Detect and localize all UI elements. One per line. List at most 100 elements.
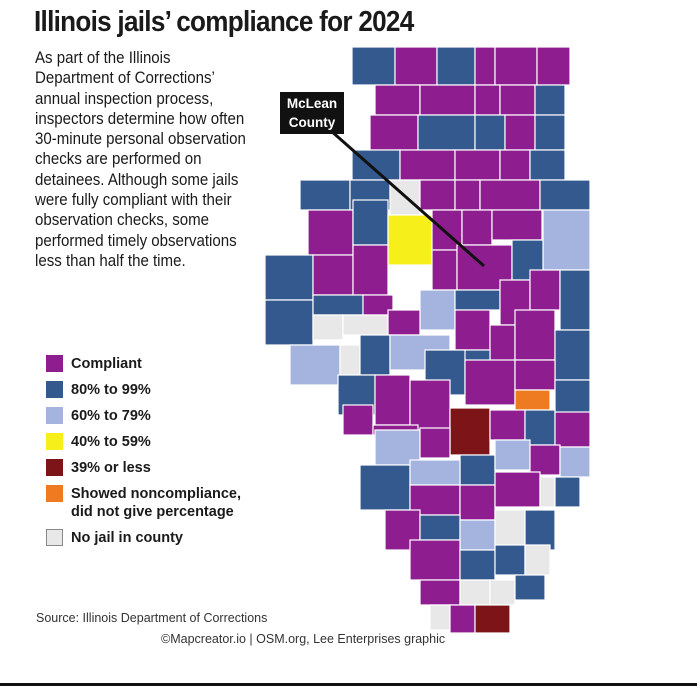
- legend-label: 40% to 59%: [71, 434, 151, 450]
- county-compliant: [374, 374, 411, 426]
- legend-item-no-jail: No jail in county: [46, 529, 256, 547]
- county-p80: [454, 289, 501, 311]
- county-compliant: [307, 209, 354, 256]
- county-p80: [436, 46, 476, 86]
- county-compliant: [374, 84, 421, 116]
- legend-swatch: [46, 407, 63, 424]
- county-p60: [289, 344, 341, 386]
- callout-line-2: County: [288, 115, 336, 130]
- county-compliant: [554, 411, 591, 448]
- county-compliant: [474, 84, 501, 116]
- county-p80: [359, 334, 391, 376]
- county-p80: [352, 199, 389, 246]
- county-p80: [534, 114, 566, 151]
- county-nojail: [339, 344, 361, 376]
- source-note: Source: Illinois Department of Correctio…: [36, 611, 268, 625]
- county-p80: [264, 299, 314, 346]
- county-compliant: [342, 404, 374, 436]
- county-compliant: [489, 409, 526, 441]
- county-p80: [359, 464, 411, 511]
- county-p80: [494, 544, 526, 576]
- legend-swatch: [46, 529, 63, 546]
- county-p80: [459, 549, 496, 581]
- county-p40: [387, 214, 433, 266]
- legend-label: 60% to 79%: [71, 408, 151, 424]
- county-p80: [264, 254, 314, 301]
- legend-label: Compliant: [71, 356, 142, 372]
- legend-swatch: [46, 355, 63, 372]
- county-compliant: [449, 604, 476, 634]
- county-nojail: [312, 314, 344, 341]
- county-p80: [299, 179, 351, 211]
- county-p80: [524, 509, 556, 551]
- callout-leader-line: [329, 128, 485, 268]
- county-compliant: [494, 46, 538, 86]
- intro-text: As part of the Illinois Department of Co…: [35, 49, 246, 270]
- county-p80: [419, 514, 461, 541]
- county-compliant: [454, 179, 481, 211]
- county-compliant: [489, 324, 516, 366]
- county-compliant: [491, 209, 543, 241]
- county-p39: [449, 407, 491, 456]
- county-p60: [494, 439, 531, 471]
- legend-swatch: [46, 459, 63, 476]
- county-nojail: [429, 604, 451, 631]
- county-compliant: [409, 379, 451, 431]
- county-compliant: [387, 309, 421, 336]
- county-compliant: [499, 149, 531, 181]
- county-p80: [534, 84, 566, 116]
- county-p80: [559, 269, 591, 331]
- county-p80: [554, 476, 581, 508]
- county-compliant: [504, 114, 536, 151]
- county-compliant: [461, 209, 493, 246]
- county-nojail: [342, 314, 389, 336]
- county-p80: [539, 179, 591, 211]
- county-compliant: [419, 84, 476, 116]
- county-compliant: [459, 484, 496, 521]
- county-nojail: [539, 476, 556, 508]
- county-compliant: [419, 179, 456, 211]
- county-p80: [554, 329, 591, 381]
- legend-item-60-79: 60% to 79%: [46, 407, 256, 425]
- legend-label: Showed noncompliance, did not give perce…: [71, 486, 241, 520]
- legend-label: 80% to 99%: [71, 382, 151, 398]
- legend-label: 39% or less: [71, 460, 151, 476]
- legend-swatch: [46, 381, 63, 398]
- county-compliant: [399, 149, 456, 181]
- county-compliant: [474, 46, 496, 86]
- county-compliant: [369, 114, 419, 151]
- bottom-rule: [0, 683, 697, 686]
- legend-item-80-99: 80% to 99%: [46, 381, 256, 399]
- county-nojail: [459, 579, 491, 606]
- county-nojail: [489, 579, 516, 606]
- county-compliant: [514, 359, 556, 391]
- county-compliant: [454, 149, 501, 181]
- legend-item-39-or-less: 39% or less: [46, 459, 256, 477]
- county-compliant: [536, 46, 571, 86]
- county-p80: [459, 454, 496, 486]
- county-compliant: [464, 359, 516, 406]
- mclean-county-callout: McLean County: [280, 92, 344, 134]
- county-p60: [419, 289, 456, 331]
- county-compliant: [529, 269, 561, 311]
- county-compliant: [479, 179, 541, 211]
- county-compliant: [419, 579, 461, 606]
- legend-swatch: [46, 433, 63, 450]
- county-compliant: [419, 427, 451, 459]
- legend-item-40-59: 40% to 59%: [46, 433, 256, 451]
- county-p60: [559, 446, 591, 478]
- county-noncomp: [514, 389, 551, 411]
- county-p60: [459, 519, 496, 551]
- legend-item-noncompliance: Showed noncompliance, did not give perce…: [46, 485, 256, 521]
- county-compliant: [394, 46, 438, 86]
- county-p80: [511, 239, 544, 281]
- county-p60: [542, 209, 591, 271]
- legend-item-compliant: Compliant: [46, 355, 256, 373]
- callout-line-1: McLean: [286, 96, 338, 111]
- county-p80: [312, 294, 364, 316]
- county-compliant: [499, 84, 536, 116]
- county-compliant: [529, 444, 561, 476]
- county-compliant: [312, 254, 354, 296]
- county-p80: [529, 149, 566, 181]
